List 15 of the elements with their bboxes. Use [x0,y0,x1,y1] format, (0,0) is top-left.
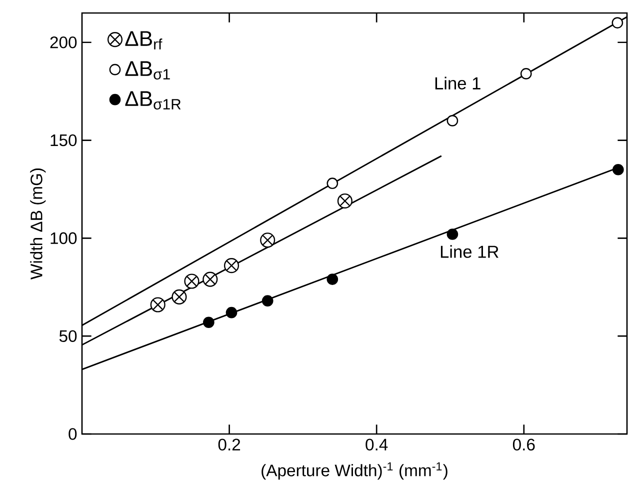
x-tick-label: 0.2 [218,438,240,451]
annotation: Line 1R [440,245,498,258]
x-tick-label: 0.6 [512,438,535,451]
legend-label: ΔB$_{σ1R}$ [125,91,181,110]
x-axis-title: (Aperture Width)$^{-1}$ (mm$^{-1}$) [262,462,448,480]
y-tick-label: 150 [50,134,77,146]
x-tick-label: 0.4 [366,438,388,451]
y-axis-title: Width ΔB (mG) [30,168,46,280]
y-tick-label: 100 [50,232,77,244]
y-tick-label: 0 [68,428,77,440]
annotation: Line 1 [435,76,480,90]
legend-label: ΔB$_{rf}$ [125,31,162,50]
y-tick-label: 200 [50,36,77,48]
legend-label: ΔB$_{σ1}$ [125,61,170,80]
y-tick-label: 50 [59,330,77,342]
